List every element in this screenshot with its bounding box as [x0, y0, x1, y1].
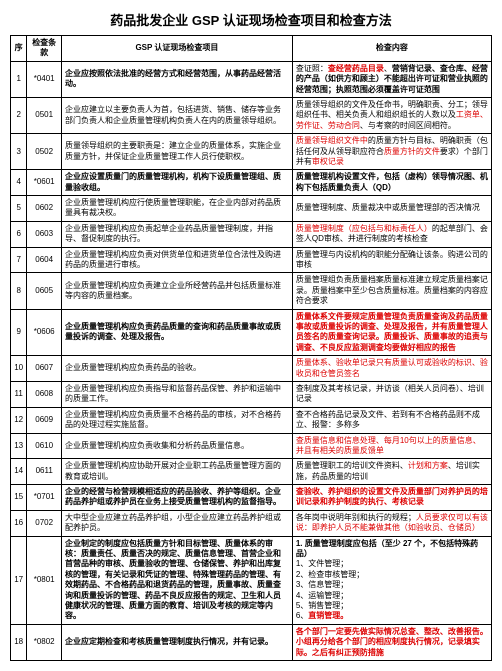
cell-seq: 10 [11, 356, 27, 382]
cell-content: 质量体系文件要规定质量管理负责质量查询及药品质量事故或质量投诉的调查、处理及报告… [292, 309, 491, 356]
cell-item: 企业质量管理机构应负责起草企业药品质量管理制度，并指导、督促制度的执行。 [62, 221, 293, 247]
table-row: 1*0401企业应按照依法批准的经营方式和经营范围，从事药品经营活动。查证照：查… [11, 61, 492, 97]
cell-clause: 0702 [27, 510, 62, 536]
cell-content: 1. 质量管理制度应包括（至少 27 个，不包括特殊药品）1、文件管理；2、检查… [292, 536, 491, 624]
cell-item: 企业应按照依法批准的经营方式和经营范围，从事药品经营活动。 [62, 61, 293, 97]
header-item: GSP 认证现场检查项目 [62, 36, 293, 62]
table-row: 17*0801企业制定的制度应包括质量方针和目标管理、质量体系的审核：质量责任、… [11, 536, 492, 624]
cell-content: 质量领导组织文件中的质量方针与目标、明确职责（包括任何及从领导职应符合质量方针的… [292, 134, 491, 170]
cell-seq: 8 [11, 273, 27, 309]
cell-clause: 0501 [27, 97, 62, 133]
cell-clause: 0610 [27, 433, 62, 459]
cell-clause: *0601 [27, 170, 62, 196]
cell-item: 企业质量管理机构应协助开展对企业职工药品质量管理方面的教育或培训。 [62, 459, 293, 485]
cell-clause: 0502 [27, 134, 62, 170]
cell-content: 各年岗中说明年别和执行的规程；人员要求仅可以有该说：即养护人员不能兼做其他（如验… [292, 510, 491, 536]
table-row: 80605企业质量管理机构应负责建立企业所经营药品并包括质量标准等内容的质量档案… [11, 273, 492, 309]
table-row: 120609企业质量管理机构应负责质量不合格药品的审核，对不合格药品的处理过程实… [11, 407, 492, 433]
cell-item: 企业质量管理机构应负责药品的验收。 [62, 356, 293, 382]
cell-content: 查证照：查经营药品目录、营销背记录、查仓库、经营的产品（如供方和顾主）不能超出许… [292, 61, 491, 97]
cell-item: 企业质量管理机构应负责对供货单位和进货单位合法性及购进药品的质量进行审核。 [62, 247, 293, 273]
cell-seq: 3 [11, 134, 27, 170]
cell-clause: *0606 [27, 309, 62, 356]
cell-item: 大中型企业应建立药品养护组，小型企业应建立药品养护组或配养护员。 [62, 510, 293, 536]
table-row: 60603企业质量管理机构应负责起草企业药品质量管理制度，并指导、督促制度的执行… [11, 221, 492, 247]
cell-content: 质量管理组负责质量档案质量标准建立规定质量档案记录。质量档案中至少包含质量标准。… [292, 273, 491, 309]
table-row: 18*0802企业应定期检查和考核质量管理制度执行情况，并有记录。各个部门一定要… [11, 624, 492, 660]
cell-seq: 15 [11, 485, 27, 511]
cell-clause: *0401 [27, 61, 62, 97]
cell-content: 查验收、养护组织的设置文件及质量部门对养护员的培训记录和养护制度的执行、考核记录 [292, 485, 491, 511]
cell-seq: 9 [11, 309, 27, 356]
cell-clause: 0605 [27, 273, 62, 309]
table-row: 160702大中型企业应建立药品养护组，小型企业应建立药品养护组或配养护员。各年… [11, 510, 492, 536]
cell-item: 企业制定的制度应包括质量方针和目标管理、质量体系的审核：质量责任、质量否决的规定… [62, 536, 293, 624]
cell-seq: 11 [11, 381, 27, 407]
cell-content: 查不合格药品记录及文件、若到有不合格药品则不成立、报警：多称多 [292, 407, 491, 433]
cell-content: 质量领导组织的文件及任命书，明确职责、分工；领导组织任书、相关负责人和组织组长的… [292, 97, 491, 133]
inspection-table: 序 检查条款 GSP 认证现场检查项目 检查内容 1*0401企业应按照依法批准… [10, 35, 492, 661]
cell-seq: 5 [11, 196, 27, 222]
cell-clause: 0604 [27, 247, 62, 273]
table-row: 20501企业应建立以主要负责人为首，包括进货、销售、储存等业务部门负责人和企业… [11, 97, 492, 133]
table-row: 110608企业质量管理机构应负责指导和监督药品保管、养护和运输中的质量工作。查… [11, 381, 492, 407]
cell-seq: 4 [11, 170, 27, 196]
cell-item: 企业质量管理机构应负责质量不合格药品的审核，对不合格药品的处理过程实施监督。 [62, 407, 293, 433]
cell-item: 企业质量管理机构应负责药品质量的查询和药品质量事故或质量投诉的调查、处理及报告。 [62, 309, 293, 356]
cell-item: 质量领导组织的主要职责是：建立企业的质量体系，实施企业质量方针，并保证企业质量管… [62, 134, 293, 170]
cell-clause: 0609 [27, 407, 62, 433]
cell-content: 查质量信息和信息处理、每月10句以上的质量信息、并且有相关的质量反馈单 [292, 433, 491, 459]
cell-item: 企业质量管理机构应行使质量管理职能，在企业内部对药品质量具有裁决权。 [62, 196, 293, 222]
cell-seq: 16 [11, 510, 27, 536]
cell-content: 质量管理职工的培训文件资料、计划和方案、培训实施，药品质量的培训 [292, 459, 491, 485]
table-row: 30502质量领导组织的主要职责是：建立企业的质量体系，实施企业质量方针，并保证… [11, 134, 492, 170]
cell-seq: 18 [11, 624, 27, 660]
cell-item: 企业质量管理机构应负责指导和监督药品保管、养护和运输中的质量工作。 [62, 381, 293, 407]
cell-content: 质量管理机构设置文件，包括（虚构）领导情况图、机构下包括质量负责人（QD） [292, 170, 491, 196]
cell-clause: 0611 [27, 459, 62, 485]
table-row: 130610企业质量管理机构应负责收集和分析药品质量信息。查质量信息和信息处理、… [11, 433, 492, 459]
cell-clause: 0603 [27, 221, 62, 247]
page-title: 药品批发企业 GSP 认证现场检查项目和检查方法 [10, 10, 492, 29]
table-row: 140611企业质量管理机构应协助开展对企业职工药品质量管理方面的教育或培训。质… [11, 459, 492, 485]
table-row: 4*0601企业应设置质量门的质量管理机构，机构下设质量管理组、质量验收组。质量… [11, 170, 492, 196]
cell-seq: 12 [11, 407, 27, 433]
cell-clause: 0607 [27, 356, 62, 382]
cell-content: 质量管理与内设机构的职能分配确让该条。购进公司的审核 [292, 247, 491, 273]
cell-item: 企业应建立以主要负责人为首，包括进货、销售、储存等业务部门负责人和企业质量管理机… [62, 97, 293, 133]
cell-content: 质量体系、验收单记录只有质量认可或验收的标识、验收员和仓管员签名 [292, 356, 491, 382]
cell-seq: 6 [11, 221, 27, 247]
cell-item: 企业质量管理机构应负责建立企业所经营药品并包括质量标准等内容的质量档案。 [62, 273, 293, 309]
cell-clause: 0602 [27, 196, 62, 222]
cell-seq: 2 [11, 97, 27, 133]
header-seq: 序 [11, 36, 27, 62]
cell-seq: 17 [11, 536, 27, 624]
table-row: 9*0606企业质量管理机构应负责药品质量的查询和药品质量事故或质量投诉的调查、… [11, 309, 492, 356]
cell-item: 企业的经营与检营规模相适应的药品验收、养护等组织。企业药品养护组或养护员在业务上… [62, 485, 293, 511]
cell-clause: *0801 [27, 536, 62, 624]
header-content: 检查内容 [292, 36, 491, 62]
cell-seq: 13 [11, 433, 27, 459]
cell-clause: *0802 [27, 624, 62, 660]
table-row: 70604企业质量管理机构应负责对供货单位和进货单位合法性及购进药品的质量进行审… [11, 247, 492, 273]
cell-clause: *0701 [27, 485, 62, 511]
cell-item: 企业应定期检查和考核质量管理制度执行情况，并有记录。 [62, 624, 293, 660]
cell-content: 查制度及其考核记录，并访谈（相关人员问卷）、培训记录 [292, 381, 491, 407]
cell-seq: 7 [11, 247, 27, 273]
cell-seq: 1 [11, 61, 27, 97]
cell-content: 质量管理制度（应包括与和标责任人）的起草部门、会签人QD审核、并进行制度的考核检… [292, 221, 491, 247]
table-row: 100607企业质量管理机构应负责药品的验收。质量体系、验收单记录只有质量认可或… [11, 356, 492, 382]
cell-clause: 0608 [27, 381, 62, 407]
cell-item: 企业质量管理机构应负责收集和分析药品质量信息。 [62, 433, 293, 459]
cell-item: 企业应设置质量门的质量管理机构，机构下设质量管理组、质量验收组。 [62, 170, 293, 196]
table-row: 15*0701企业的经营与检营规模相适应的药品验收、养护等组织。企业药品养护组或… [11, 485, 492, 511]
header-clause: 检查条款 [27, 36, 62, 62]
cell-content: 各个部门一定要先做实际情况总查、整改、改善报告。小组再分给各个部门的相应制度执行… [292, 624, 491, 660]
cell-content: 质量管理制度、质量裁决中或质量管理部的否决情况 [292, 196, 491, 222]
table-row: 50602企业质量管理机构应行使质量管理职能，在企业内部对药品质量具有裁决权。质… [11, 196, 492, 222]
cell-seq: 14 [11, 459, 27, 485]
